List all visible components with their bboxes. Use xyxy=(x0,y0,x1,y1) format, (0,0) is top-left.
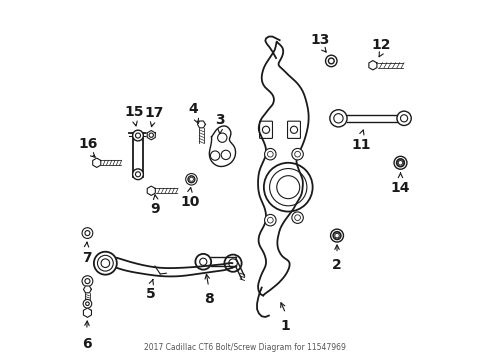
Circle shape xyxy=(291,148,303,160)
Circle shape xyxy=(332,231,340,240)
Circle shape xyxy=(291,212,303,224)
Polygon shape xyxy=(147,186,155,195)
Circle shape xyxy=(195,254,211,270)
Circle shape xyxy=(330,229,343,242)
Circle shape xyxy=(82,228,93,238)
Circle shape xyxy=(217,133,226,142)
Text: 11: 11 xyxy=(350,138,370,152)
Circle shape xyxy=(264,148,276,160)
Text: 1: 1 xyxy=(280,319,290,333)
FancyBboxPatch shape xyxy=(259,121,272,138)
Polygon shape xyxy=(83,308,91,318)
Circle shape xyxy=(82,276,93,287)
Circle shape xyxy=(329,110,346,127)
Circle shape xyxy=(264,163,312,212)
Circle shape xyxy=(396,111,410,126)
Circle shape xyxy=(210,151,219,160)
Polygon shape xyxy=(197,121,205,128)
Text: 10: 10 xyxy=(180,195,199,209)
Circle shape xyxy=(221,150,230,159)
Text: 14: 14 xyxy=(390,181,409,195)
Text: 6: 6 xyxy=(81,337,91,351)
Text: 5: 5 xyxy=(145,287,155,301)
Text: 17: 17 xyxy=(144,106,163,120)
Text: 7: 7 xyxy=(81,251,91,265)
Text: 4: 4 xyxy=(188,102,198,116)
Circle shape xyxy=(224,255,241,272)
Polygon shape xyxy=(147,131,155,140)
Circle shape xyxy=(132,169,143,180)
Text: 3: 3 xyxy=(215,113,224,127)
Circle shape xyxy=(185,174,197,185)
Polygon shape xyxy=(93,158,101,167)
FancyBboxPatch shape xyxy=(287,121,300,138)
Circle shape xyxy=(83,300,92,308)
Circle shape xyxy=(94,252,117,275)
Text: 2: 2 xyxy=(331,258,341,272)
Circle shape xyxy=(132,130,143,141)
Circle shape xyxy=(187,176,195,183)
Circle shape xyxy=(393,156,406,169)
Text: 9: 9 xyxy=(150,202,160,216)
Circle shape xyxy=(264,215,276,226)
Text: 2017 Cadillac CT6 Bolt/Screw Diagram for 11547969: 2017 Cadillac CT6 Bolt/Screw Diagram for… xyxy=(143,343,345,352)
Circle shape xyxy=(325,55,336,67)
Circle shape xyxy=(97,255,113,271)
Text: 16: 16 xyxy=(79,137,98,151)
Circle shape xyxy=(396,159,404,167)
Text: 8: 8 xyxy=(203,292,213,306)
Text: 12: 12 xyxy=(371,37,390,51)
Text: 13: 13 xyxy=(309,33,329,47)
Polygon shape xyxy=(83,286,91,293)
Polygon shape xyxy=(368,60,376,70)
Text: 15: 15 xyxy=(124,105,143,119)
